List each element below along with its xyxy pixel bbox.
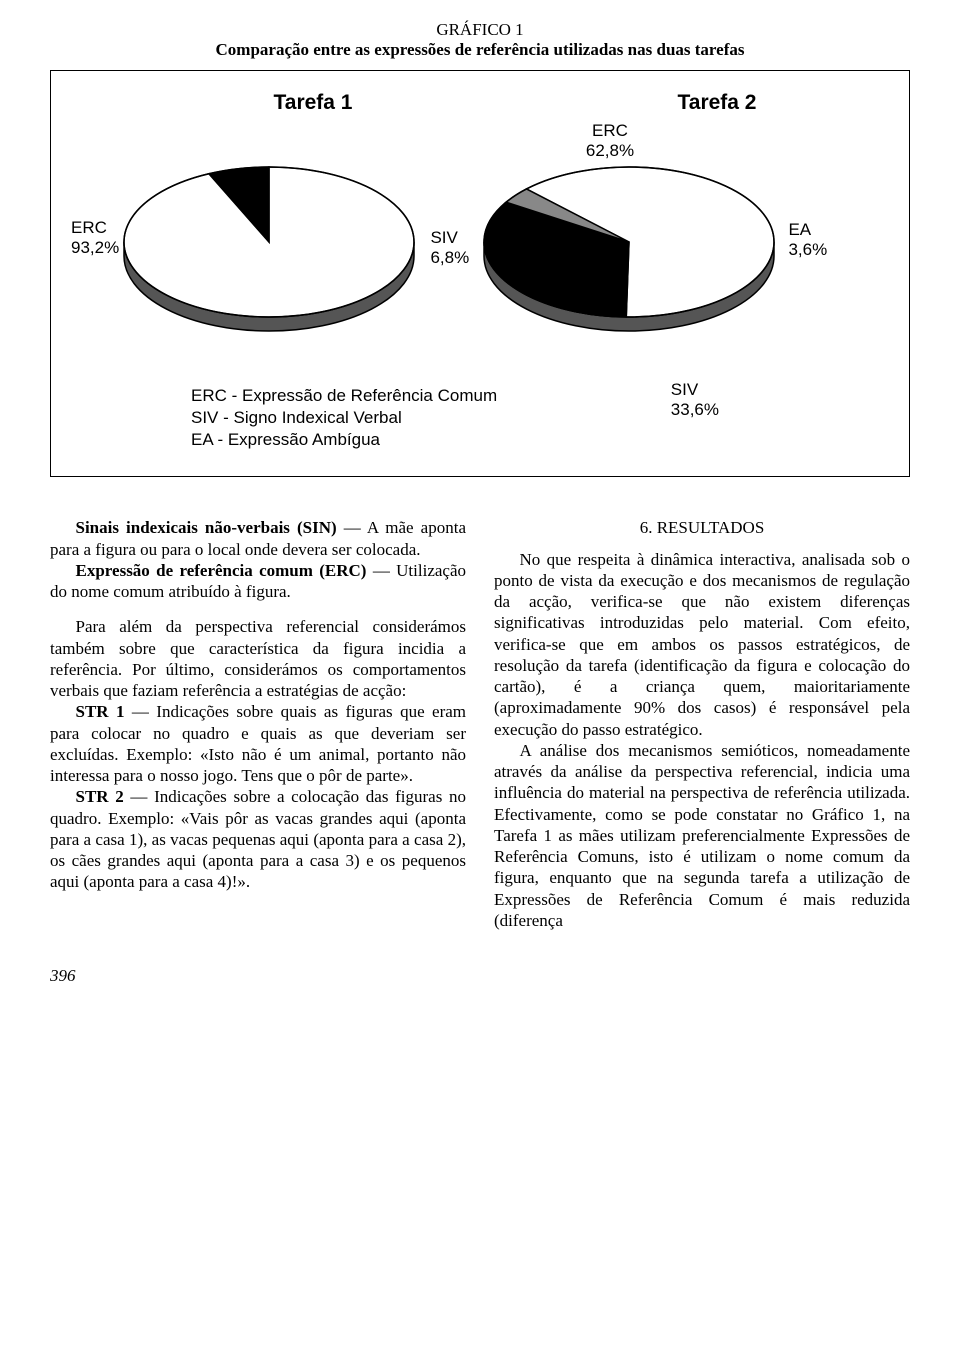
siv-bottom-label: SIV 33,6% xyxy=(671,380,719,451)
pies-row: ERC 93,2% SIV 6,8% EA 3,6% xyxy=(71,150,889,355)
ea-line2: 3,6% xyxy=(788,240,827,259)
page-number: 396 xyxy=(50,966,910,986)
spacer xyxy=(50,602,466,616)
left-p5: STR 2 — Indicações sobre a colocação das… xyxy=(50,786,466,892)
left-p3: Para além da perspectiva referencial con… xyxy=(50,616,466,701)
erc-top-line1: ERC xyxy=(592,121,628,140)
task1-title: Tarefa 1 xyxy=(274,91,353,115)
left-column: Sinais indexicais não-verbais (SIN) — A … xyxy=(50,517,466,931)
figure-box: Tarefa 1 Tarefa 2 ERC 62,8% ERC 93,2% SI… xyxy=(50,70,910,477)
figure-caption: Comparação entre as expressões de referê… xyxy=(50,40,910,60)
right-column: 6. RESULTADOS No que respeita à dinâmica… xyxy=(494,517,910,931)
pie1-wrap: SIV 6,8% xyxy=(109,150,429,355)
left-p1-bold: Sinais indexicais não-verbais (SIN) xyxy=(76,518,337,537)
right-p2: A análise dos mecanismos semióticos, nom… xyxy=(494,740,910,931)
figure-header: GRÁFICO 1 Comparação entre as expressões… xyxy=(50,20,910,60)
legend-block: ERC - Expressão de Referência Comum SIV … xyxy=(191,385,497,451)
ea-line1: EA xyxy=(788,220,811,239)
pie1-chart xyxy=(109,150,429,350)
titles-row: Tarefa 1 Tarefa 2 xyxy=(71,91,889,115)
ea-label: EA 3,6% xyxy=(788,220,827,259)
pie2-wrap: EA 3,6% xyxy=(469,150,789,355)
siv-bottom-line1: SIV xyxy=(671,380,698,399)
siv1-line1: SIV xyxy=(430,228,457,247)
legend-line3: EA - Expressão Ambígua xyxy=(191,429,497,451)
left-p2-bold: Expressão de referência comum (ERC) xyxy=(76,561,367,580)
siv-label-1: SIV 6,8% xyxy=(430,228,469,267)
siv1-line2: 6,8% xyxy=(430,248,469,267)
left-p4-bold: STR 1 xyxy=(76,702,125,721)
siv-bottom-line2: 33,6% xyxy=(671,400,719,419)
figure-number: GRÁFICO 1 xyxy=(50,20,910,40)
left-p1: Sinais indexicais não-verbais (SIN) — A … xyxy=(50,517,466,560)
legend-line1: ERC - Expressão de Referência Comum xyxy=(191,385,497,407)
legend-line2: SIV - Signo Indexical Verbal xyxy=(191,407,497,429)
task2-title: Tarefa 2 xyxy=(678,91,757,115)
right-p1: No que respeita à dinâmica interactiva, … xyxy=(494,549,910,740)
pie2-chart xyxy=(469,150,789,350)
body-columns: Sinais indexicais não-verbais (SIN) — A … xyxy=(50,517,910,931)
legend-row: ERC - Expressão de Referência Comum SIV … xyxy=(71,385,889,451)
left-p4: STR 1 — Indicações sobre quais as figura… xyxy=(50,701,466,786)
left-p2: Expressão de referência comum (ERC) — Ut… xyxy=(50,560,466,603)
left-p5-bold: STR 2 xyxy=(76,787,124,806)
section-heading: 6. RESULTADOS xyxy=(494,517,910,538)
erc-left-line1: ERC xyxy=(71,218,107,237)
